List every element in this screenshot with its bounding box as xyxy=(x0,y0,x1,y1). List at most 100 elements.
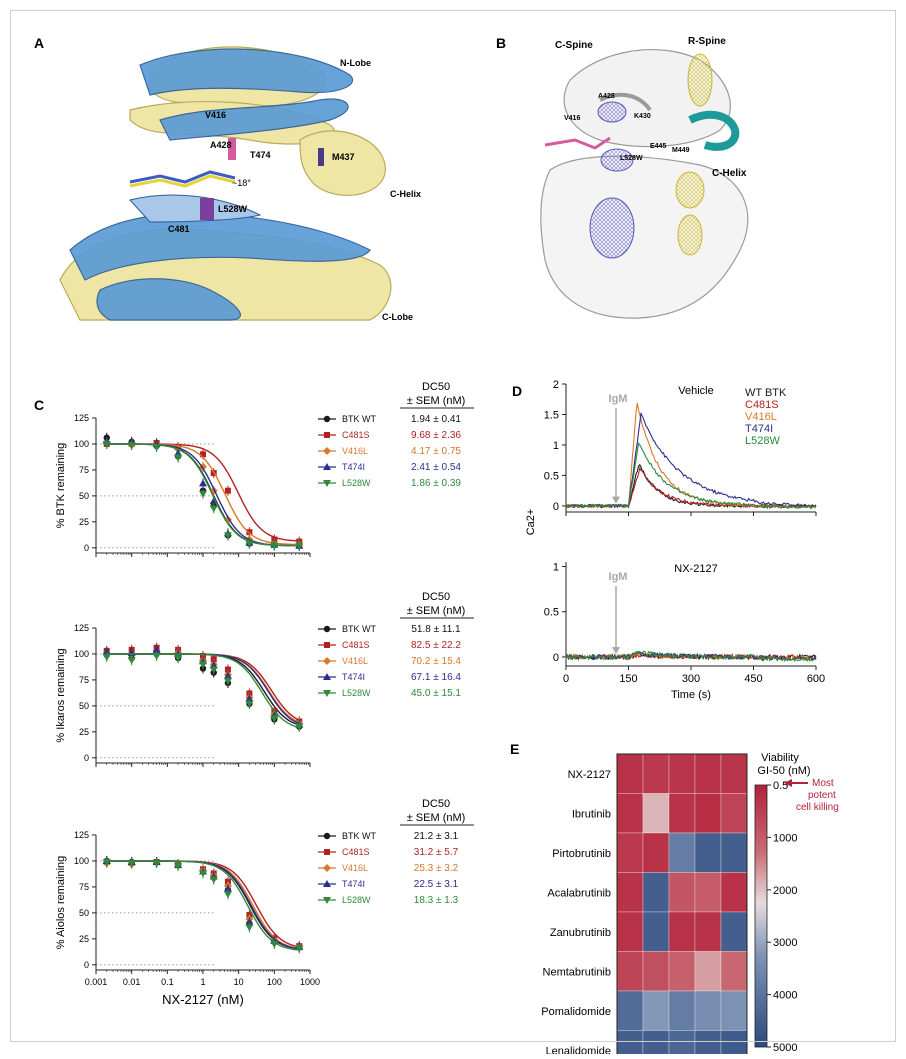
legend-series-name: C481S xyxy=(342,430,370,440)
panel-a: A N-Lobe V xyxy=(34,35,421,322)
y-tick-label: 25 xyxy=(79,727,89,737)
y-axis-label: % BTK remaining xyxy=(55,443,67,529)
marker-triangle-down xyxy=(152,444,161,452)
legend-dc50-value: 45.0 ± 15.1 xyxy=(411,688,461,699)
label-e445: E445 xyxy=(650,143,666,150)
heatmap-cell xyxy=(668,832,696,873)
marker-triangle-up xyxy=(245,694,254,702)
marker-triangle-down xyxy=(209,876,218,884)
marker-triangle-down xyxy=(174,863,183,871)
legend-series-name: L528W xyxy=(342,688,371,698)
heatmap-cell xyxy=(720,872,748,913)
y-tick-label: 125 xyxy=(74,830,89,840)
heatmap-cell xyxy=(616,793,644,834)
label-r-spine: R-Spine xyxy=(688,36,726,47)
y-tick-label: 75 xyxy=(79,675,89,685)
heatmap-cell xyxy=(694,872,722,913)
igm-arrow-head xyxy=(612,496,620,504)
colorbar-title-line1: Viability xyxy=(761,752,799,764)
legend-series-name: L528W xyxy=(342,895,371,905)
x-tick-label: 0 xyxy=(563,673,569,685)
chart-btk: 0 25 50 75 100 125 % BTK remaining DC50 ± SEM (n… xyxy=(55,381,474,557)
marker-triangle-down xyxy=(270,715,279,723)
y-tick-label: 2 xyxy=(553,379,559,391)
heatmap-cell xyxy=(616,832,644,873)
x-tick-label: 600 xyxy=(807,673,825,685)
y-tick-label: 0.5 xyxy=(544,470,559,482)
panel-b-structure xyxy=(540,49,749,319)
marker-square xyxy=(324,642,330,648)
marker-diamond xyxy=(323,447,331,455)
chart-title: NX-2127 xyxy=(674,563,717,575)
label-l528w-b: L528W xyxy=(620,155,643,162)
marker-circle xyxy=(323,625,331,633)
heatmap-cell xyxy=(720,951,748,992)
y-tick-label: 75 xyxy=(79,882,89,892)
c-helix-teal xyxy=(688,110,740,151)
heatmap-cell xyxy=(668,951,696,992)
ligand-stick-blue xyxy=(129,170,236,184)
marker-triangle-down xyxy=(199,490,207,498)
chart-title: Vehicle xyxy=(678,385,713,397)
panel-b-labels: C-Spine R-Spine A428 V416 K430 L528W E44… xyxy=(555,36,747,179)
igm-label: IgM xyxy=(609,393,628,405)
igm-label: IgM xyxy=(609,571,628,583)
legend-dc50-value: 82.5 ± 22.2 xyxy=(411,640,461,651)
c-spine-mesh-1 xyxy=(597,101,627,123)
ribbon-blue-2 xyxy=(159,98,349,141)
heatmap-row-label: Ibrutinib xyxy=(572,808,611,820)
label-a428-b: A428 xyxy=(598,93,615,100)
legend-entry: V416L xyxy=(745,411,777,423)
legend-dc50-value: 9.68 ± 2.36 xyxy=(411,430,461,441)
legend-title-dc50: DC50 xyxy=(422,381,450,393)
marker-triangle-down xyxy=(127,442,136,449)
label-t474: T474 xyxy=(250,150,271,160)
label-k430: K430 xyxy=(634,113,651,120)
r-spine-mesh-3 xyxy=(677,214,703,256)
legend-series-name: T474I xyxy=(342,462,365,472)
ribbon-yellow-3 xyxy=(299,130,386,196)
legend-dc50-value: 31.2 ± 5.7 xyxy=(414,847,459,858)
marker-triangle-down xyxy=(174,454,183,462)
figure-frame xyxy=(10,10,896,1042)
legend-series-name: BTK WT xyxy=(342,624,376,634)
panel-e-letter: E xyxy=(510,741,519,757)
marker-triangle-up xyxy=(223,671,232,679)
heatmap-cell xyxy=(720,990,748,1031)
heatmap-row-label: Pirtobrutinib xyxy=(552,848,611,860)
legend-dc50-value: 51.8 ± 11.1 xyxy=(411,624,461,635)
curve-l528w xyxy=(106,860,300,951)
marker-triangle-down xyxy=(270,542,279,550)
legend-entry: C481S xyxy=(745,399,779,411)
marker-triangle-down xyxy=(295,542,304,550)
legend-title-sem: ± SEM (nM) xyxy=(407,395,466,407)
marker-triangle-down xyxy=(245,540,254,548)
heatmap-cell xyxy=(694,832,722,873)
igm-arrow-head xyxy=(612,647,620,655)
ribbon-blue-4 xyxy=(96,278,241,321)
panel-b-letter: B xyxy=(496,35,506,51)
heatmap-cell xyxy=(694,990,722,1031)
legend-series-name: T474I xyxy=(342,672,365,682)
marker-triangle-down xyxy=(199,870,207,878)
marker-triangle-up xyxy=(323,463,331,470)
label-l528w: L528W xyxy=(218,204,248,214)
legend-entry: WT BTK xyxy=(745,387,787,399)
ribbon-grey-3 xyxy=(599,92,652,112)
heatmap-row-label: Lenalidomide xyxy=(546,1045,611,1054)
label-m437: M437 xyxy=(332,152,355,162)
marker-triangle-down xyxy=(152,860,161,868)
ligand-stick-yellow xyxy=(129,174,236,188)
r-spine-mesh-2 xyxy=(675,171,705,209)
marker-triangle-down xyxy=(245,700,254,708)
heatmap-cell xyxy=(642,911,670,952)
legend-dc50-value: 1.94 ± 0.41 xyxy=(411,414,461,425)
ribbon-blue-1 xyxy=(139,48,353,96)
y-tick-label: 50 xyxy=(79,701,89,711)
marker-triangle-up xyxy=(199,479,207,487)
legend-dc50-value: 1.86 ± 0.39 xyxy=(411,478,461,489)
panel-a-structure xyxy=(59,46,392,321)
x-tick-label: 450 xyxy=(744,673,762,685)
heatmap-cell xyxy=(642,990,670,1031)
heatmap-cell xyxy=(668,872,696,913)
